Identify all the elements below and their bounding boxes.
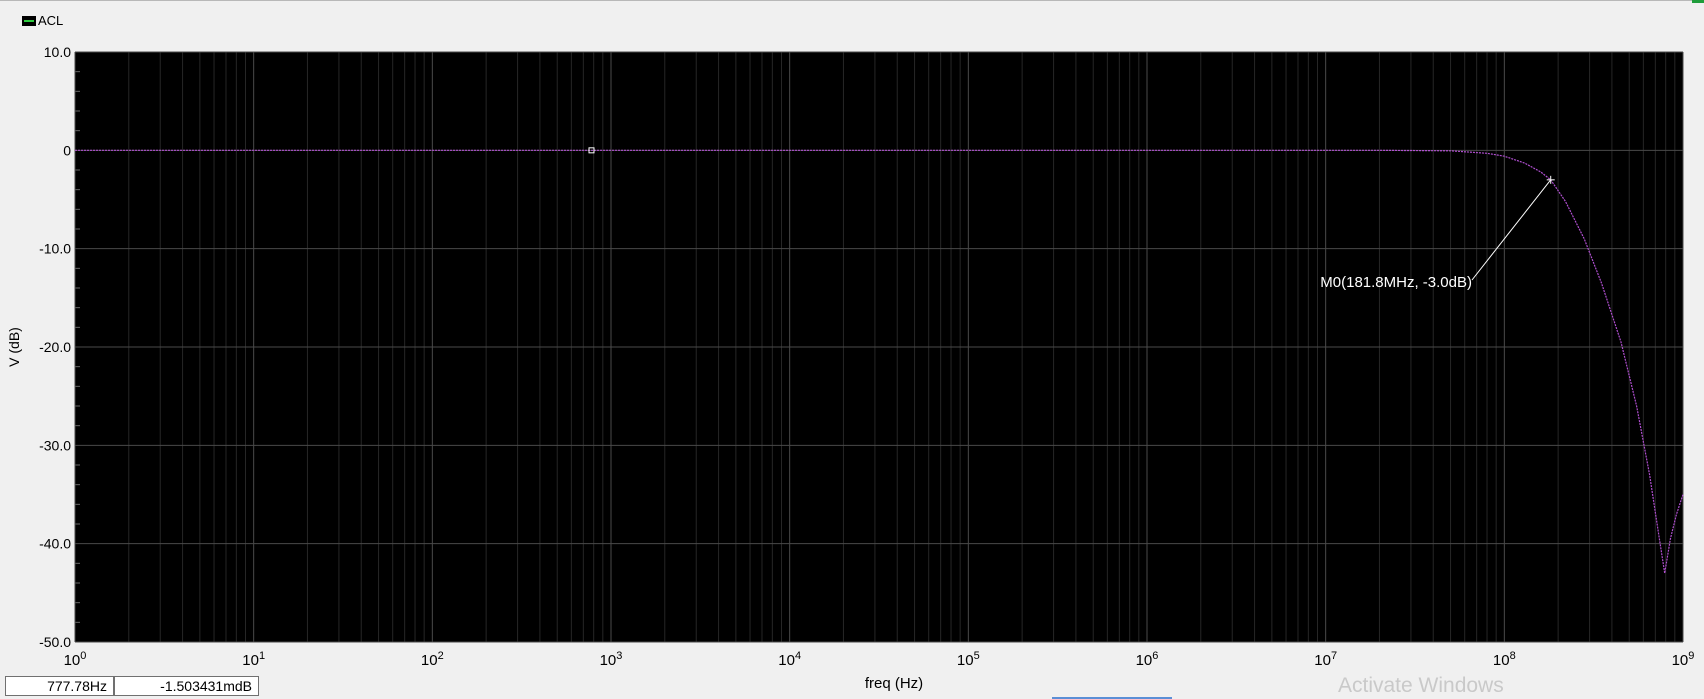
x-tick-label: 103: [600, 650, 623, 669]
legend-swatch: [22, 15, 36, 26]
x-tick-label: 102: [421, 650, 444, 669]
window-top-border: [0, 0, 1704, 1]
y-tick-label: -20.0: [39, 339, 71, 355]
y-tick-label: 10.0: [44, 44, 71, 60]
y-axis-label: V (dB): [6, 327, 22, 367]
marker-leader-line: [1471, 179, 1552, 281]
legend-label: ACL: [38, 13, 64, 28]
x-tick-label: 104: [778, 650, 801, 669]
window-corner-indicator: [1692, 0, 1704, 3]
x-tick-label: 106: [1136, 650, 1159, 669]
x-tick-label: 100: [64, 650, 87, 669]
y-tick-label: 0: [63, 142, 71, 158]
y-tick-label: -30.0: [39, 437, 71, 453]
cursor-handle[interactable]: [588, 147, 595, 154]
x-tick-label: 109: [1672, 650, 1695, 669]
x-tick-label: 101: [242, 650, 265, 669]
legend[interactable]: ACL: [22, 13, 63, 28]
x-axis-label: freq (Hz): [865, 675, 923, 692]
x-tick-label: 108: [1493, 650, 1516, 669]
cursor-value-readout: -1.503431mdB: [114, 676, 259, 696]
acl-trace[interactable]: [75, 149, 1684, 574]
activate-windows-watermark: Activate Windows: [1338, 674, 1504, 697]
cursor-frequency-readout: 777.78Hz: [5, 676, 114, 696]
y-tick-label: -50.0: [39, 634, 71, 650]
x-tick-label: 107: [1314, 650, 1337, 669]
taskbar-indicator: [1052, 697, 1172, 699]
marker-label[interactable]: M0(181.8MHz, -3.0dB): [1320, 274, 1472, 291]
y-tick-label: -10.0: [39, 241, 71, 257]
x-tick-label: 105: [957, 650, 980, 669]
y-tick-label: -40.0: [39, 536, 71, 552]
